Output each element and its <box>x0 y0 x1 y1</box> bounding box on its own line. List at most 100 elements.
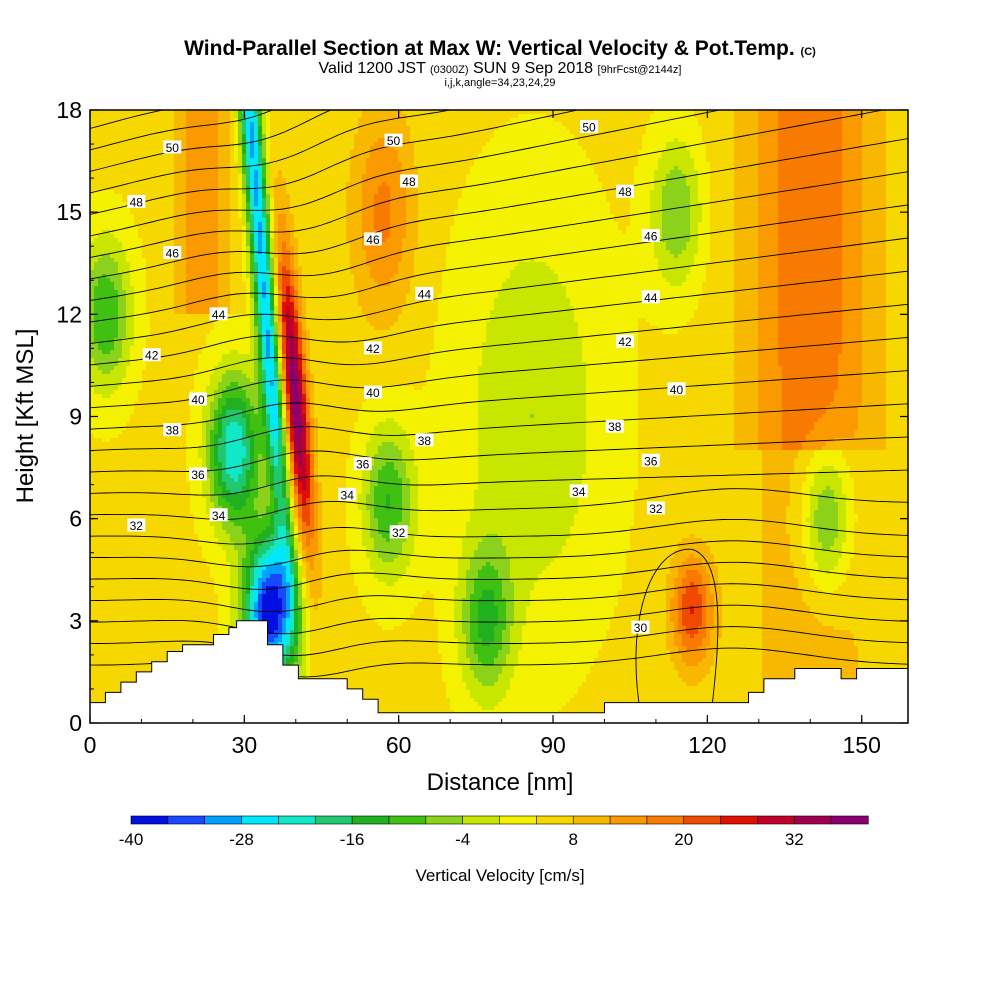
theta-contour-label-text: 50 <box>166 141 180 155</box>
theta-contour-label-text: 44 <box>644 291 658 305</box>
theta-contour-label: 50 <box>385 134 403 149</box>
vertical-section-chart: 50 50504848484646 464444 4442 42 4240 40 403838… <box>0 0 1000 1000</box>
theta-contour-label-text: 38 <box>166 424 180 438</box>
theta-contour-label-text: 36 <box>644 454 658 468</box>
theta-contour-label-text: 32 <box>130 519 144 533</box>
theta-contour-label: 46 <box>163 246 181 260</box>
colorbar-swatch <box>684 816 721 824</box>
colorbar-swatch <box>315 816 352 824</box>
theta-contour-label-text: 48 <box>130 195 144 209</box>
colorbar-swatch <box>463 816 500 824</box>
theta-contour-label-text: 40 <box>670 383 684 397</box>
colorbar-swatch <box>610 816 647 824</box>
theta-contour-label: 44 <box>210 307 228 322</box>
theta-contour-label: 48 <box>127 195 145 210</box>
y-tick-label: 3 <box>69 608 82 634</box>
x-axis-title: Distance [nm] <box>427 769 574 796</box>
colorbar-swatch <box>794 816 831 824</box>
theta-contour-label: 30 <box>631 621 649 636</box>
colorbar-tick-label: -16 <box>340 830 365 849</box>
theta-contour-label: 34 <box>338 488 356 503</box>
theta-contour-label: 36 <box>642 454 660 469</box>
theta-contour-label: 44 <box>642 290 660 305</box>
y-tick-label: 15 <box>56 199 82 225</box>
theta-contour-label: 34 <box>210 508 228 523</box>
theta-contour-label: 32 <box>390 525 408 540</box>
theta-contour-label: 32 <box>127 518 145 533</box>
theta-contour-label-text: 48 <box>618 185 632 199</box>
theta-contour-label-text: 42 <box>145 349 159 363</box>
y-tick-label: 9 <box>69 404 82 430</box>
theta-contour-label-text: 50 <box>582 121 596 135</box>
theta-contour-label-text: 34 <box>341 488 355 502</box>
theta-contour-label: 40 <box>189 392 207 407</box>
theta-contour-label: 38 <box>415 433 433 448</box>
theta-contour-label: 48 <box>616 185 634 200</box>
y-tick-label: 18 <box>56 97 82 123</box>
theta-contour-label-text: 40 <box>366 386 380 400</box>
colorbar-swatch <box>500 816 537 824</box>
theta-contour-label: 40 <box>667 382 685 397</box>
colorbar-tick-label: -40 <box>119 830 144 849</box>
x-tick-label: 60 <box>386 732 412 758</box>
theta-contour-label-text: 50 <box>387 134 401 148</box>
colorbar-swatch <box>168 816 205 824</box>
theta-contour-label-text: 46 <box>366 233 380 247</box>
theta-contour-label-text: 36 <box>356 458 370 472</box>
theta-contour-label-text: 42 <box>618 335 632 349</box>
theta-contour-label-text: 30 <box>634 621 648 635</box>
theta-contour-label-text: 38 <box>418 434 432 448</box>
theta-contour-label-text: 36 <box>191 468 205 482</box>
colorbar-swatch <box>536 816 573 824</box>
theta-contour-label-text: 34 <box>572 485 586 499</box>
colorbar-swatch <box>131 816 168 824</box>
theta-contour-label: 46 <box>642 229 660 244</box>
theta-contour-label-text: 46 <box>644 230 658 244</box>
y-tick-label: 12 <box>56 301 82 327</box>
theta-contour-label: 42 <box>364 341 382 356</box>
theta-contour-label: 34 <box>570 484 588 499</box>
theta-contour-label-text: 32 <box>392 526 406 540</box>
colorbar-swatch <box>831 816 868 824</box>
colorbar-tick-label: 8 <box>568 830 577 849</box>
theta-contour-label: 46 <box>364 232 382 247</box>
colorbar-swatch <box>389 816 426 824</box>
colorbar-swatch <box>205 816 242 824</box>
theta-contour-label-text: 44 <box>212 308 226 322</box>
y-axis-title: Height [Kft MSL] <box>12 329 39 504</box>
theta-contour-label-text: 38 <box>608 420 622 434</box>
theta-contour-line <box>90 0 908 107</box>
colorbar-title: Vertical Velocity [cm/s] <box>415 866 584 885</box>
theta-contour-label: 42 <box>616 335 634 350</box>
theta-contour-label: 36 <box>354 457 372 472</box>
theta-contour-line <box>90 0 908 86</box>
theta-contour-label-text: 32 <box>649 502 663 516</box>
theta-contour-line <box>90 0 908 129</box>
colorbar-tick-label: 20 <box>674 830 693 849</box>
theta-contour-label: 42 <box>143 348 161 363</box>
colorbar-swatch <box>757 816 794 824</box>
theta-contour-label: 38 <box>163 423 181 438</box>
colorbar-swatch <box>573 816 610 824</box>
y-tick-label: 6 <box>69 506 82 532</box>
x-tick-label: 0 <box>84 732 97 758</box>
theta-contour-label: 36 <box>189 467 207 482</box>
theta-contour-label-text: 34 <box>212 509 226 523</box>
theta-contour-label: 44 <box>415 287 433 302</box>
colorbar-swatch <box>352 816 389 824</box>
theta-contour-label-text: 44 <box>418 287 432 301</box>
colorbar-swatch <box>242 816 279 824</box>
x-tick-label: 30 <box>232 732 258 758</box>
theta-contour-label-text: 46 <box>166 247 180 261</box>
theta-contour-label: 48 <box>400 175 418 190</box>
colorbar-tick-label: 32 <box>785 830 804 849</box>
theta-contour-label: 40 <box>364 386 382 401</box>
theta-contour-label: 50 <box>580 120 598 134</box>
theta-contour-label: 50 <box>163 140 181 155</box>
theta-contour-label: 32 <box>647 501 665 516</box>
y-tick-label: 0 <box>69 710 82 736</box>
theta-contour-label-text: 48 <box>402 175 416 189</box>
colorbar-swatch <box>721 816 758 824</box>
colorbar-tick-label: -28 <box>229 830 254 849</box>
colorbar-swatch <box>278 816 315 824</box>
